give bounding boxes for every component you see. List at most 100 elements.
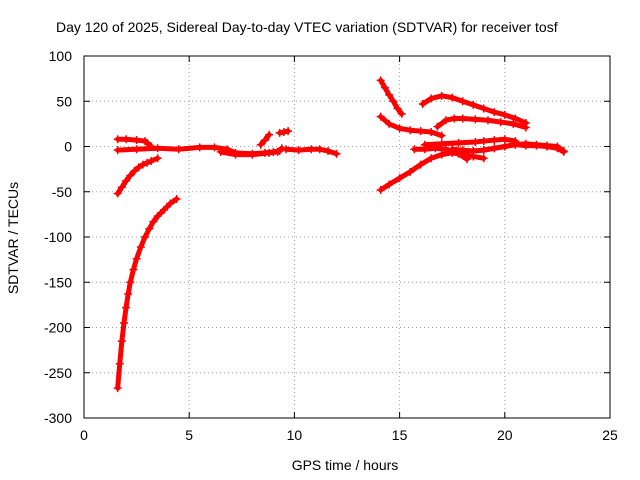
data-point <box>129 265 138 274</box>
data-point <box>433 122 442 131</box>
x-tick-label: 0 <box>80 427 88 443</box>
x-axis-title: GPS time / hours <box>292 457 399 473</box>
y-axis-title: SDTVAR / TECUs <box>5 182 21 294</box>
data-point <box>479 137 488 146</box>
data-point <box>294 146 303 155</box>
data-point <box>437 91 446 100</box>
data-point <box>147 156 156 165</box>
y-tick-label: -300 <box>44 410 72 426</box>
data-point <box>117 337 126 346</box>
data-point <box>153 144 162 153</box>
data-point <box>376 112 385 121</box>
data-point <box>406 167 415 176</box>
data-point <box>397 109 406 118</box>
data-point <box>458 97 467 106</box>
data-point <box>483 116 492 125</box>
series-arc-14 <box>418 91 530 127</box>
data-point <box>454 138 463 147</box>
data-point <box>126 171 135 180</box>
data-point <box>490 144 499 153</box>
data-point <box>380 83 389 92</box>
data-point <box>307 145 316 154</box>
data-point <box>210 143 219 152</box>
y-tick-label: -250 <box>44 365 72 381</box>
data-point <box>450 114 459 123</box>
data-point <box>279 128 288 137</box>
data-point <box>216 147 225 156</box>
y-tick-label: -100 <box>44 229 72 245</box>
series-arc-7 <box>275 127 293 137</box>
data-point <box>122 303 131 312</box>
series-arc-15 <box>433 114 530 132</box>
data-point <box>437 131 446 140</box>
data-point <box>132 254 141 263</box>
chart-title: Day 120 of 2025, Sidereal Day-to-day VTE… <box>56 19 558 35</box>
series-arc-8 <box>281 145 341 158</box>
data-point <box>145 224 154 233</box>
data-point <box>553 144 562 153</box>
data-point <box>479 154 488 163</box>
x-tick-label: 25 <box>602 427 618 443</box>
data-point <box>441 116 450 125</box>
y-tick-label: -50 <box>52 184 72 200</box>
data-point <box>231 150 240 159</box>
series-arc-10 <box>376 112 446 140</box>
data-point <box>490 136 499 145</box>
data-point <box>281 145 290 154</box>
data-point <box>324 147 333 156</box>
x-tick-label: 5 <box>185 427 193 443</box>
y-tick-label: 50 <box>56 93 72 109</box>
data-point <box>406 126 415 135</box>
data-point <box>124 290 133 299</box>
data-point <box>130 166 139 175</box>
data-point <box>122 135 131 144</box>
data-point <box>427 94 436 103</box>
y-tick-label: 0 <box>64 139 72 155</box>
data-point <box>418 99 427 108</box>
data-point <box>265 148 274 157</box>
data-point <box>113 189 122 198</box>
data-point <box>389 97 398 106</box>
data-point <box>195 143 204 152</box>
data-point <box>559 147 568 156</box>
data-point <box>462 155 471 164</box>
data-point <box>532 141 541 150</box>
data-point <box>427 128 436 137</box>
data-point <box>122 176 131 185</box>
data-point <box>113 384 122 393</box>
data-point <box>542 142 551 151</box>
data-point <box>416 160 425 169</box>
x-tick-label: 15 <box>392 427 408 443</box>
data-point <box>479 146 488 155</box>
data-point <box>416 127 425 136</box>
data-point <box>420 140 429 149</box>
data-point <box>458 114 467 123</box>
data-point <box>427 154 436 163</box>
data-point <box>265 130 274 139</box>
data-point <box>437 139 446 148</box>
data-point <box>385 90 394 99</box>
data-point <box>143 158 152 167</box>
axis-ticks: 0 5 10 15 20 25 100 50 0 -50 -100 -150 -200 -250 -300 <box>44 48 618 443</box>
series-arc-1 <box>113 194 181 393</box>
data-point <box>134 163 143 172</box>
data-point <box>496 118 505 127</box>
data-series <box>113 76 568 393</box>
data-point <box>509 119 518 128</box>
series-arc-3 <box>113 135 156 151</box>
data-point <box>153 212 162 221</box>
data-point <box>393 104 402 113</box>
data-point <box>500 135 509 144</box>
data-point <box>115 359 124 368</box>
data-point <box>469 100 478 109</box>
series-arc-5 <box>216 147 282 159</box>
data-point <box>143 138 152 147</box>
data-point <box>248 150 257 159</box>
data-point <box>113 146 122 155</box>
data-point <box>385 119 394 128</box>
data-point <box>113 135 122 144</box>
data-point <box>284 127 293 136</box>
data-point <box>159 205 168 214</box>
data-point <box>136 242 145 251</box>
series-arc-11 <box>376 148 488 194</box>
